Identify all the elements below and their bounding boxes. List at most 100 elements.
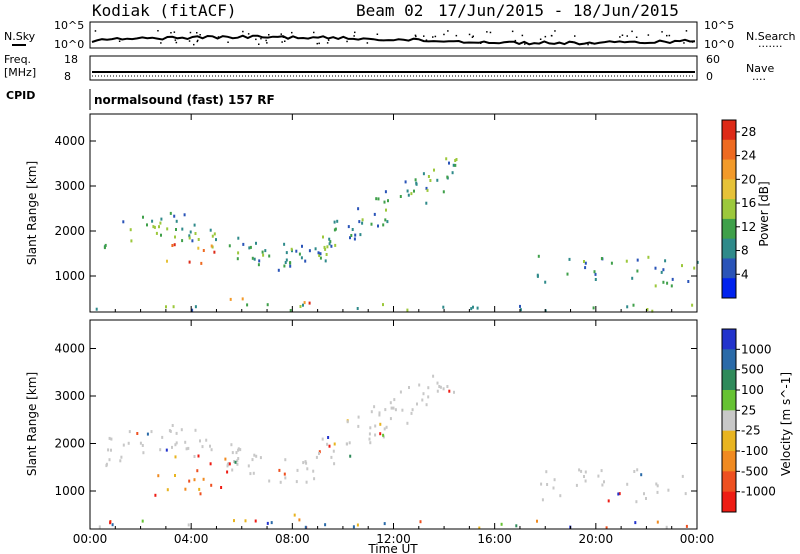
range-gate-cell bbox=[185, 447, 188, 451]
range-gate-cell bbox=[426, 188, 429, 192]
range-gate-cell bbox=[166, 227, 169, 231]
power-y-axis: 1000 2000 3000 4000 bbox=[54, 134, 697, 283]
range-gate-cell bbox=[671, 277, 674, 281]
range-gate-cell bbox=[369, 441, 372, 445]
range-gate-cell bbox=[199, 492, 202, 496]
range-gate-cell bbox=[664, 259, 667, 263]
range-gate-cell bbox=[425, 403, 428, 407]
range-gate-cell bbox=[210, 448, 213, 452]
range-gate-cell bbox=[349, 454, 352, 458]
range-gate-cell bbox=[413, 189, 415, 193]
range-gate-cell bbox=[283, 264, 286, 268]
range-gate-cell bbox=[410, 192, 413, 196]
range-gate-cell bbox=[226, 470, 229, 474]
x-tick-label: 20:00 bbox=[579, 532, 614, 546]
range-gate-cell bbox=[592, 306, 595, 310]
range-gate-cell bbox=[209, 462, 212, 466]
nsearch-dot bbox=[551, 35, 553, 37]
range-gate-cell bbox=[171, 244, 174, 247]
range-gate-cell bbox=[436, 178, 439, 182]
range-gate-cell bbox=[346, 420, 349, 424]
range-gate-cell bbox=[171, 445, 173, 449]
range-gate-cell bbox=[580, 469, 583, 473]
range-gate-cell bbox=[681, 474, 684, 478]
power-ylabel: Slant Range [km] bbox=[25, 161, 39, 265]
range-gate-cell bbox=[228, 462, 231, 466]
range-gate-cell bbox=[98, 525, 101, 529]
range-gate-cell bbox=[374, 424, 377, 428]
range-gate-cell bbox=[442, 387, 445, 391]
range-gate-cell bbox=[656, 484, 659, 488]
range-gate-cell bbox=[173, 214, 176, 218]
nsearch-dot bbox=[691, 41, 694, 43]
colorbar-frame bbox=[721, 328, 737, 513]
range-gate-cell bbox=[193, 478, 196, 482]
range-gate-cell bbox=[95, 307, 98, 311]
nsearch-dot bbox=[174, 39, 177, 41]
colorbar-segment bbox=[722, 451, 736, 472]
nsky-panel bbox=[89, 21, 698, 49]
nsearch-dot bbox=[661, 31, 663, 33]
range-gate-cell bbox=[406, 421, 409, 425]
range-gate-cell bbox=[546, 483, 549, 486]
colorbar-tick-label: 20 bbox=[741, 172, 756, 186]
nsearch-dot bbox=[313, 31, 315, 34]
range-gate-cell bbox=[318, 450, 321, 454]
range-gate-cell bbox=[249, 245, 252, 249]
nsearch-dot bbox=[590, 42, 593, 45]
range-gate-cell bbox=[188, 234, 191, 238]
y-tick-label: 2000 bbox=[54, 437, 85, 451]
range-gate-cell bbox=[356, 307, 359, 310]
range-gate-cell bbox=[315, 455, 318, 459]
colorbar-segment bbox=[722, 238, 736, 259]
range-gate-cell bbox=[205, 438, 208, 442]
range-gate-cell bbox=[328, 237, 331, 241]
range-gate-cell bbox=[211, 234, 214, 238]
range-gate-cell bbox=[425, 186, 428, 190]
range-gate-cell bbox=[670, 284, 673, 288]
range-gate-cell bbox=[236, 459, 239, 463]
colorbar-segment bbox=[722, 491, 736, 513]
range-gate-cell bbox=[324, 259, 327, 263]
range-gate-cell bbox=[175, 441, 178, 445]
range-gate-cell bbox=[584, 479, 587, 483]
colorbar-tick-label: 28 bbox=[741, 125, 756, 139]
range-gate-cell bbox=[425, 201, 428, 205]
range-gate-cell bbox=[438, 385, 441, 388]
range-gate-cell bbox=[151, 219, 154, 223]
range-gate-cell bbox=[651, 309, 654, 313]
range-gate-cell bbox=[300, 256, 303, 260]
range-gate-cell bbox=[268, 479, 271, 483]
range-gate-cell bbox=[515, 524, 518, 528]
range-gate-cell bbox=[350, 234, 353, 237]
nsearch-tick-top: 10^5 bbox=[704, 19, 734, 32]
range-gate-cell bbox=[166, 259, 168, 263]
range-gate-cell bbox=[566, 272, 569, 276]
range-gate-cell bbox=[304, 525, 307, 529]
range-gate-cell bbox=[278, 468, 281, 472]
nsearch-dot bbox=[366, 42, 369, 44]
nsearch-dot bbox=[193, 43, 195, 46]
range-gate-cell bbox=[389, 417, 392, 421]
range-gate-cell bbox=[328, 242, 331, 246]
range-gate-cell bbox=[418, 383, 421, 387]
range-gate-cell bbox=[640, 473, 643, 477]
nsearch-dot bbox=[266, 42, 268, 44]
colorbar-tick-label: -100 bbox=[741, 444, 768, 458]
range-gate-cell bbox=[268, 254, 271, 258]
range-gate-cell bbox=[322, 235, 324, 239]
range-gate-cell bbox=[301, 244, 303, 248]
range-gate-cell bbox=[632, 303, 635, 307]
range-gate-cell bbox=[146, 223, 148, 227]
range-gate-cell bbox=[237, 236, 240, 240]
range-gate-cell bbox=[656, 490, 659, 494]
range-gate-cell bbox=[110, 448, 112, 452]
range-gate-cell bbox=[660, 270, 663, 274]
range-gate-cell bbox=[537, 254, 540, 258]
range-gate-cell bbox=[289, 261, 292, 265]
range-gate-cell bbox=[235, 451, 238, 455]
range-gate-cell bbox=[600, 469, 603, 473]
range-gate-cell bbox=[634, 521, 637, 525]
nsearch-dot bbox=[326, 42, 329, 44]
range-gate-cell bbox=[414, 178, 417, 182]
